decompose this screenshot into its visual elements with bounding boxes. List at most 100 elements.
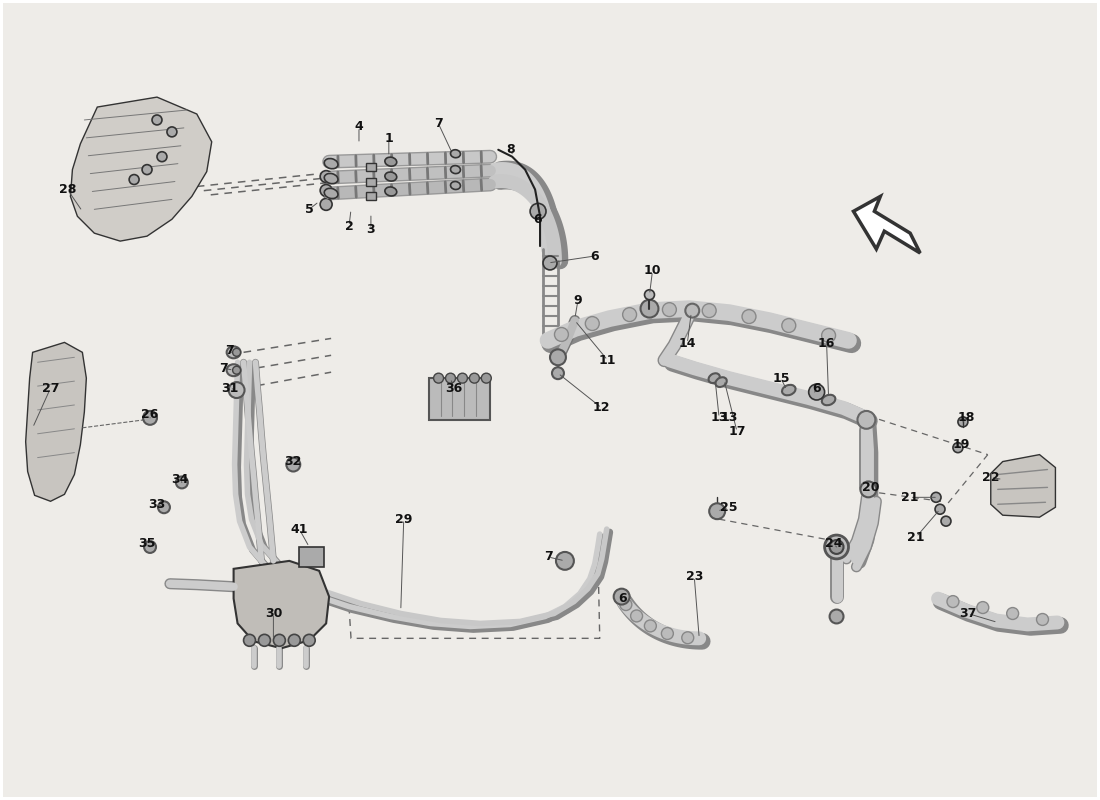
- Text: 18: 18: [957, 411, 975, 424]
- Circle shape: [829, 540, 844, 554]
- Polygon shape: [233, 561, 329, 648]
- Text: 12: 12: [593, 402, 611, 414]
- Circle shape: [258, 634, 271, 646]
- Text: 6: 6: [591, 250, 600, 262]
- Circle shape: [661, 627, 673, 639]
- Text: 2: 2: [344, 220, 353, 233]
- Circle shape: [645, 290, 654, 300]
- Circle shape: [620, 598, 631, 610]
- Circle shape: [958, 417, 968, 427]
- Circle shape: [977, 602, 989, 614]
- Polygon shape: [991, 454, 1055, 517]
- Text: 22: 22: [982, 471, 1000, 484]
- Text: 30: 30: [265, 607, 282, 620]
- Circle shape: [829, 610, 844, 623]
- Text: 20: 20: [861, 481, 879, 494]
- Circle shape: [543, 256, 557, 270]
- Circle shape: [152, 115, 162, 125]
- Ellipse shape: [324, 158, 338, 169]
- Circle shape: [935, 504, 945, 514]
- Circle shape: [742, 310, 756, 323]
- Text: 15: 15: [772, 372, 790, 385]
- Text: 27: 27: [42, 382, 59, 394]
- Text: 17: 17: [728, 426, 746, 438]
- Ellipse shape: [324, 174, 338, 184]
- Circle shape: [274, 634, 285, 646]
- Text: 29: 29: [395, 513, 412, 526]
- Circle shape: [320, 170, 332, 182]
- Text: 23: 23: [685, 570, 703, 583]
- Circle shape: [550, 350, 565, 366]
- Circle shape: [143, 411, 157, 425]
- Text: 8: 8: [506, 143, 515, 156]
- Text: 19: 19: [953, 438, 969, 451]
- Circle shape: [931, 492, 940, 502]
- Circle shape: [640, 300, 659, 318]
- Ellipse shape: [782, 385, 795, 395]
- Circle shape: [232, 366, 241, 374]
- Text: 26: 26: [141, 408, 158, 422]
- Circle shape: [304, 634, 316, 646]
- Circle shape: [953, 442, 962, 453]
- Text: 31: 31: [221, 382, 239, 394]
- Circle shape: [286, 458, 300, 471]
- Ellipse shape: [451, 182, 461, 190]
- Circle shape: [470, 373, 480, 383]
- Text: 5: 5: [305, 203, 314, 216]
- Text: 7: 7: [434, 118, 443, 130]
- Text: 9: 9: [573, 294, 582, 307]
- Circle shape: [158, 502, 169, 514]
- Circle shape: [556, 552, 574, 570]
- Circle shape: [288, 634, 300, 646]
- Circle shape: [1036, 614, 1048, 626]
- Text: 1: 1: [384, 132, 393, 146]
- Circle shape: [129, 174, 139, 185]
- Text: 4: 4: [354, 121, 363, 134]
- Circle shape: [167, 127, 177, 137]
- Polygon shape: [854, 197, 920, 253]
- Ellipse shape: [715, 378, 727, 387]
- Text: 25: 25: [720, 501, 738, 514]
- Text: 35: 35: [139, 538, 156, 550]
- Ellipse shape: [822, 394, 835, 406]
- Bar: [366, 178, 376, 186]
- Ellipse shape: [385, 157, 397, 166]
- Circle shape: [176, 477, 188, 488]
- Circle shape: [685, 304, 700, 318]
- Circle shape: [157, 152, 167, 162]
- Circle shape: [662, 302, 676, 317]
- Text: 28: 28: [58, 183, 76, 196]
- Bar: [366, 162, 376, 170]
- Circle shape: [1006, 607, 1019, 619]
- Ellipse shape: [451, 166, 461, 174]
- Circle shape: [142, 165, 152, 174]
- Circle shape: [585, 317, 600, 330]
- Bar: [429, 378, 491, 420]
- Text: 16: 16: [818, 337, 835, 350]
- Circle shape: [682, 632, 694, 644]
- Circle shape: [320, 198, 332, 210]
- Text: 34: 34: [172, 473, 188, 486]
- Text: 11: 11: [600, 354, 616, 366]
- Ellipse shape: [385, 187, 397, 196]
- Text: 7: 7: [226, 344, 234, 357]
- Text: 3: 3: [366, 222, 375, 236]
- Circle shape: [702, 304, 716, 318]
- Text: 6: 6: [534, 213, 542, 226]
- Bar: [366, 193, 376, 200]
- Circle shape: [822, 329, 836, 342]
- Text: 41: 41: [290, 522, 308, 535]
- Polygon shape: [70, 97, 211, 241]
- Ellipse shape: [385, 172, 397, 181]
- Circle shape: [940, 516, 952, 526]
- Text: 7: 7: [543, 550, 552, 563]
- Text: 36: 36: [444, 382, 462, 394]
- Circle shape: [243, 634, 255, 646]
- Circle shape: [808, 384, 825, 400]
- Text: 7: 7: [219, 362, 228, 374]
- Ellipse shape: [708, 374, 719, 383]
- Ellipse shape: [227, 364, 241, 376]
- Circle shape: [229, 382, 244, 398]
- Circle shape: [614, 589, 629, 605]
- Ellipse shape: [451, 150, 461, 158]
